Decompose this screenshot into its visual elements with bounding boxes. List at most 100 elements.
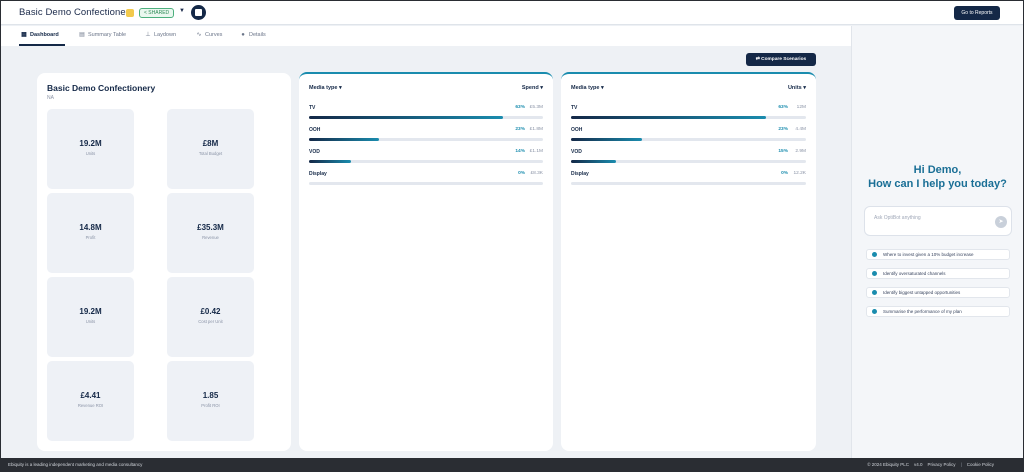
- progress-track: [309, 160, 543, 163]
- row-label: Display: [571, 171, 589, 177]
- row-pct: 0%: [518, 171, 525, 176]
- card-header: Media type ▾ Units ▾: [571, 85, 806, 93]
- metric-dropdown[interactable]: Spend ▾: [521, 85, 543, 91]
- kpi-tile: 19.2M Units: [47, 277, 134, 357]
- row-value: 12M: [796, 105, 806, 110]
- divider: |: [960, 462, 962, 467]
- curve-icon: ∿: [196, 32, 202, 38]
- tab-summary-table[interactable]: ▤ Summary Table: [79, 32, 126, 38]
- media-type-dropdown[interactable]: Media type ▾: [309, 85, 342, 91]
- row-value: £8.3K: [530, 171, 543, 176]
- row-value: £5.3M: [529, 105, 543, 110]
- media-row: Display 0% £8.3K: [309, 171, 543, 191]
- chevron-down-icon[interactable]: ▼: [179, 8, 185, 14]
- tab-details[interactable]: ● Details: [240, 32, 266, 38]
- tab-curves[interactable]: ∿ Curves: [196, 32, 222, 38]
- kpi-label: Profit: [85, 235, 96, 240]
- tab-label: Details: [249, 32, 266, 38]
- grid-icon: ▦: [21, 32, 27, 38]
- progress-fill: [571, 138, 642, 141]
- row-pct: 63%: [515, 105, 525, 110]
- tab-label: Curves: [205, 32, 223, 38]
- footer: Ebiquity is a leading independent market…: [0, 458, 1024, 472]
- progress-track: [571, 160, 806, 163]
- footer-links: © 2024 Ebiquity PLC v4.0 Privacy Policy …: [867, 462, 994, 467]
- kpi-label: Total Budget: [198, 151, 223, 156]
- kpi-value: 1.85: [202, 391, 219, 400]
- media-row: VOD 15% 2.9M: [571, 149, 806, 169]
- row-value: 4.4M: [795, 127, 806, 132]
- progress-fill: [571, 116, 767, 119]
- kpi-label: Profit ROI: [201, 403, 220, 408]
- metric-dropdown[interactable]: Units ▾: [787, 85, 806, 91]
- suggestion-chip[interactable]: Identify oversaturated channels: [866, 268, 1010, 279]
- copyright-text: © 2024 Ebiquity PLC: [867, 462, 910, 467]
- row-value: 12.2K: [793, 171, 806, 176]
- go-to-reports-button[interactable]: Go to Reports: [954, 6, 1000, 20]
- cookie-link[interactable]: Cookie Policy: [966, 462, 994, 467]
- row-pct: 0%: [781, 171, 788, 176]
- send-icon[interactable]: ➤: [995, 216, 1007, 228]
- kpi-tile: £4.41 Revenue ROI: [47, 361, 134, 441]
- suggestion-icon: [872, 271, 877, 276]
- summary-title: Basic Demo Confectionery: [47, 83, 156, 93]
- tab-label: Laydown: [154, 32, 177, 38]
- row-value: 2.9M: [795, 149, 806, 154]
- progress-fill: [309, 138, 380, 141]
- assistant-greeting: Hi Demo,: [913, 164, 962, 176]
- progress-track: [309, 138, 543, 141]
- active-tab-indicator: [19, 44, 65, 46]
- row-label: TV: [571, 105, 578, 111]
- suggestion-icon: [872, 309, 877, 314]
- kpi-value: £8M: [202, 139, 219, 148]
- kpi-label: Revenue: [202, 235, 219, 240]
- progress-track: [571, 116, 806, 119]
- row-pct: 23%: [778, 127, 788, 132]
- row-pct: 14%: [515, 149, 525, 154]
- info-icon: ●: [241, 32, 245, 38]
- scenario-menu-icon[interactable]: [191, 5, 206, 20]
- compare-icon: ⇄: [755, 57, 762, 62]
- top-header: Basic Demo Confectionery < SHARED ▼ Go t…: [1, 1, 1023, 25]
- version-text: v4.0: [914, 462, 923, 467]
- suggestion-chip[interactable]: Identify biggest untapped opportunities: [866, 287, 1010, 298]
- kpi-value: 14.8M: [79, 223, 102, 232]
- kpi-label: Units: [85, 319, 96, 324]
- laydown-icon: ⊥: [145, 32, 151, 38]
- footer-tagline: Ebiquity is a leading independent market…: [8, 462, 143, 467]
- row-label: OOH: [571, 127, 583, 133]
- progress-fill: [309, 160, 352, 163]
- compare-scenarios-button[interactable]: ⇄ Compare Scenarios: [746, 53, 816, 66]
- row-pct: 23%: [515, 127, 525, 132]
- kpi-tile: 14.8M Profit: [47, 193, 134, 273]
- media-row: OOH 23% 4.4M: [571, 127, 806, 147]
- row-label: VOD: [309, 149, 320, 155]
- progress-track: [571, 138, 806, 141]
- suggestion-icon: [872, 252, 877, 257]
- kpi-tile: 1.85 Profit ROI: [167, 361, 254, 441]
- table-icon: ▤: [79, 32, 85, 38]
- ask-input[interactable]: Ask OptiBot anything ➤: [864, 206, 1012, 236]
- progress-fill: [571, 160, 616, 163]
- kpi-label: Units: [85, 151, 96, 156]
- ask-placeholder: Ask OptiBot anything: [874, 215, 921, 221]
- scenario-title: Basic Demo Confectionery: [19, 7, 134, 18]
- kpi-tile: £35.3M Revenue: [167, 193, 254, 273]
- suggestion-chip[interactable]: Summarise the performance of my plan: [866, 306, 1010, 317]
- kpi-value: £4.41: [80, 391, 101, 400]
- kpi-value: 19.2M: [79, 139, 102, 148]
- tab-bar: ▦ Dashboard ▤ Summary Table ⊥ Laydown ∿ …: [1, 26, 851, 46]
- summary-subtitle: NA: [47, 95, 54, 101]
- media-row: TV 63% 12M: [571, 105, 806, 125]
- tab-laydown[interactable]: ⊥ Laydown: [145, 32, 176, 38]
- suggestion-chip[interactable]: Where to invest given a 10% budget incre…: [866, 249, 1010, 260]
- privacy-link[interactable]: Privacy Policy: [927, 462, 956, 467]
- kpi-tile: £0.42 Cost per Unit: [167, 277, 254, 357]
- media-type-dropdown[interactable]: Media type ▾: [571, 85, 604, 91]
- suggestion-icon: [872, 290, 877, 295]
- tab-dashboard[interactable]: ▦ Dashboard: [21, 32, 59, 38]
- kpi-tile: 19.2M Units: [47, 109, 134, 189]
- progress-fill: [309, 116, 504, 119]
- kpi-value: £35.3M: [197, 223, 224, 232]
- media-row: OOH 23% £1.8M: [309, 127, 543, 147]
